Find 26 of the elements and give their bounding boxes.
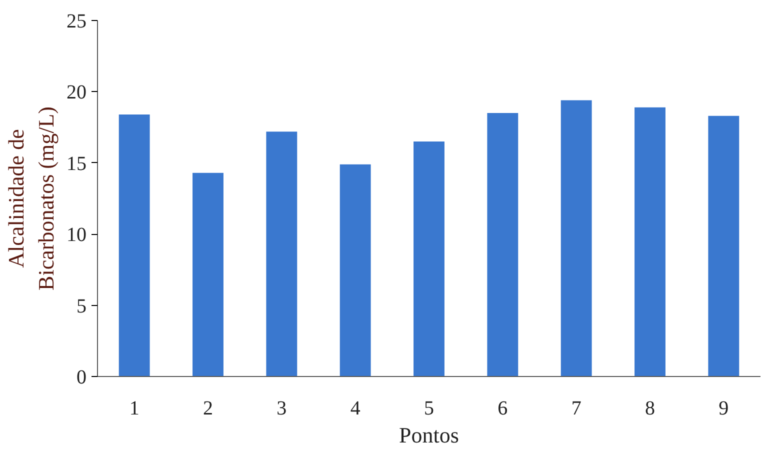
y-tick-label: 15 [66,152,86,175]
y-tick-label: 0 [76,366,86,388]
bar [192,172,224,376]
bar [414,142,444,376]
y-tick-label: 25 [66,10,86,32]
y-axis-title: Alcalinidade de Bicarbonatos (mg/L) [4,106,58,290]
x-tick-label: 2 [203,398,213,420]
y-tick-label: 10 [66,224,86,246]
x-tick-label: 6 [498,398,508,420]
bar [708,116,740,376]
bar [340,164,371,376]
x-tick-label: 3 [276,398,287,420]
bar [634,107,666,376]
x-tick-label: 5 [424,398,434,420]
x-tick-label: 7 [571,398,582,420]
x-axis-title: Pontos [399,422,459,448]
bar [266,132,298,376]
x-tick-label: 9 [718,398,729,420]
x-tick-label: 1 [129,398,140,420]
y-tick-label: 5 [76,295,86,318]
x-tick-label: 8 [645,398,655,420]
bar [487,113,518,376]
bar [560,100,592,376]
y-tick-label: 20 [66,82,86,104]
x-tick-label: 4 [350,398,360,420]
bar [118,114,150,376]
